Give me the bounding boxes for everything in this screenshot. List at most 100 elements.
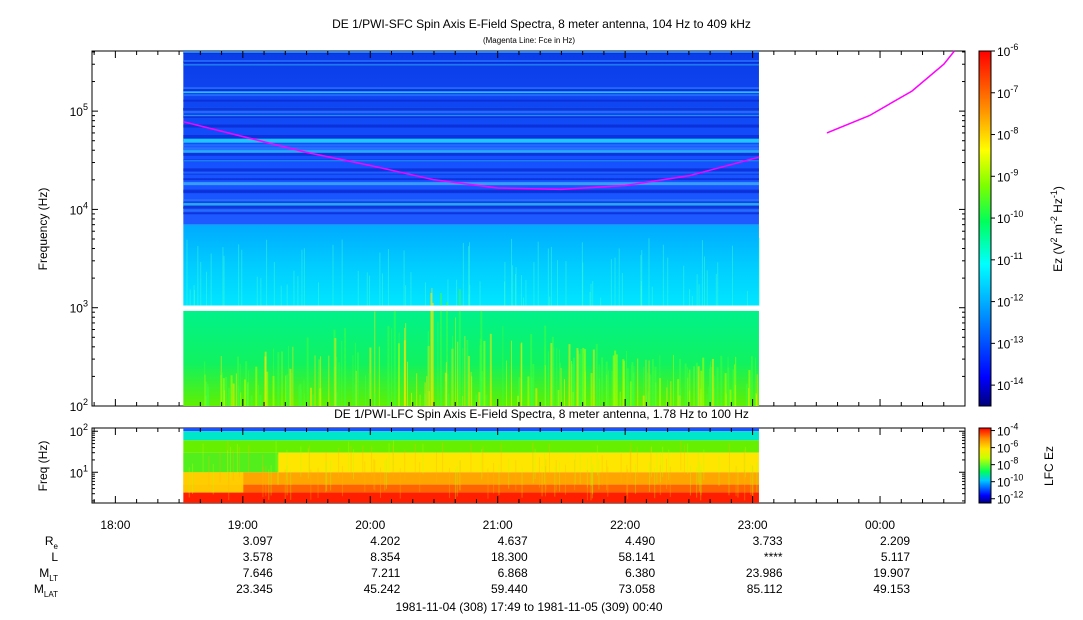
sfc-striation (183, 110, 759, 114)
sfc-burst (544, 365, 546, 406)
sfc-mid-streak (698, 284, 700, 306)
sfc-title: DE 1/PWI-SFC Spin Axis E-Field Spectra, … (332, 17, 751, 31)
lfc-streak (238, 446, 240, 478)
sfc-striation (183, 168, 759, 172)
lfc-streak (317, 467, 319, 499)
lfc-streak (586, 469, 588, 501)
sfc-striation (183, 144, 759, 147)
sfc-burst (257, 384, 259, 406)
sfc-mid-streak (717, 262, 719, 306)
sfc-mid-streak (691, 296, 693, 306)
x-tick-label: 20:00 (355, 518, 385, 532)
lfc-streak (629, 448, 631, 480)
sfc-striation (183, 107, 759, 111)
lfc-streak (208, 456, 210, 487)
lfc-streak (493, 463, 495, 494)
sfc-burst (578, 353, 581, 406)
sfc-burst (580, 348, 583, 406)
lfc-streak (659, 451, 661, 483)
sfc-mid-streak (303, 248, 305, 306)
sfc-mid-streak (260, 278, 262, 306)
sfc-burst (264, 356, 267, 406)
lfc-streak (650, 446, 652, 477)
sfc-colorbar-tick-label: 10-8 (997, 126, 1018, 143)
ephemeris-value: 23.986 (745, 566, 783, 580)
lfc-streak (574, 453, 576, 485)
sfc-burst (547, 351, 549, 406)
lfc-streak (262, 466, 264, 498)
sfc-burst (232, 383, 235, 406)
lfc-streak (232, 450, 234, 481)
sfc-burst (556, 348, 558, 406)
lfc-streak (515, 460, 517, 491)
lfc-streak (290, 469, 292, 500)
sfc-mid-streak (301, 249, 303, 306)
lfc-streak (698, 461, 700, 492)
sfc-burst (319, 388, 322, 406)
sfc-burst (424, 382, 426, 406)
lfc-streak (687, 443, 689, 474)
sfc-burst (356, 352, 359, 406)
sfc-burst (220, 375, 222, 406)
lfc-streak (454, 469, 456, 500)
lfc-streak (545, 459, 547, 490)
sfc-burst (571, 364, 574, 406)
sfc-burst (518, 377, 521, 406)
lfc-streak (656, 453, 658, 484)
sfc-burst (599, 379, 601, 406)
sfc-burst (502, 325, 504, 406)
sfc-burst (693, 366, 695, 406)
lfc-streak (188, 467, 190, 498)
sfc-burst (535, 388, 538, 406)
sfc-burst (710, 366, 713, 406)
sfc-y-tick-label: 104 (70, 200, 88, 217)
ephemeris-value: 5.117 (880, 550, 911, 564)
sfc-burst (725, 393, 727, 406)
sfc-burst (393, 307, 396, 406)
sfc-burst (716, 367, 719, 406)
lfc-band (183, 484, 759, 493)
lfc-colorbar-tick-label: 10-8 (997, 456, 1018, 473)
sfc-burst (344, 328, 347, 406)
sfc-mid-streak (662, 244, 664, 306)
sfc-burst (637, 358, 639, 406)
sfc-band-mid (183, 224, 759, 306)
lfc-streak (459, 460, 461, 491)
lfc-streak (236, 443, 238, 475)
sfc-striation (183, 191, 759, 194)
sfc-mid-streak (456, 279, 458, 306)
sfc-burst (727, 356, 729, 406)
sfc-striation (183, 178, 759, 181)
sfc-burst (734, 384, 736, 406)
lfc-streak (689, 465, 691, 496)
sfc-burst (288, 345, 290, 406)
sfc-striation (183, 189, 759, 192)
sfc-burst (632, 372, 635, 406)
sfc-striation (183, 59, 759, 62)
lfc-streak (422, 443, 424, 475)
sfc-burst (679, 358, 682, 406)
sfc-burst (748, 387, 750, 406)
ephemeris-value: 58.141 (618, 550, 656, 564)
sfc-burst (446, 302, 449, 406)
lfc-streak (666, 458, 668, 490)
lfc-streak (703, 449, 705, 480)
sfc-burst (619, 391, 621, 406)
sfc-mid-streak (549, 296, 551, 306)
sfc-y-tick-label: 105 (70, 102, 88, 119)
sfc-burst (601, 357, 604, 406)
lfc-streak (442, 442, 444, 473)
ephemeris-value: 23.345 (236, 582, 273, 596)
lfc-streak (559, 461, 561, 492)
sfc-burst (615, 354, 618, 406)
sfc-striation (183, 52, 759, 54)
axes-layer: 102 103 104 105 101 102 18:00 19:00 20:00 21:00 22… (70, 42, 1024, 532)
sfc-burst (711, 358, 714, 406)
sfc-burst (464, 336, 466, 406)
lfc-streak (275, 441, 277, 472)
sfc-burst (286, 374, 289, 406)
ephemeris-value: **** (763, 550, 783, 564)
sfc-burst (431, 302, 434, 406)
lfc-streak (586, 457, 588, 488)
